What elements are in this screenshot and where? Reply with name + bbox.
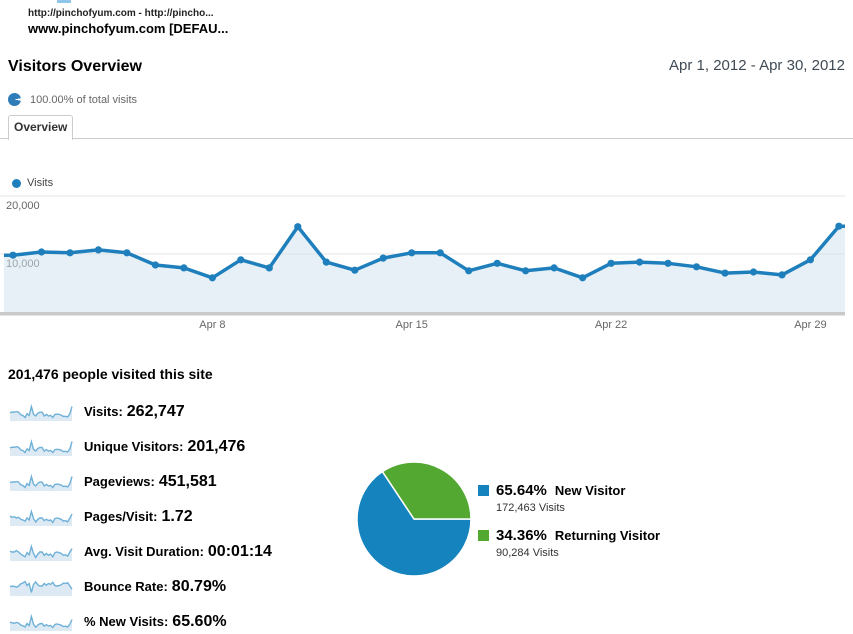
metric-label: Pages/Visit:	[84, 509, 158, 524]
svg-text:Apr 8: Apr 8	[199, 319, 225, 331]
segment-label: 100.00% of total visits	[30, 93, 138, 106]
metric-label: Bounce Rate:	[84, 579, 168, 594]
new-visitor-percent: 65.64%	[496, 482, 547, 499]
cropped-toolbar-fragment	[57, 0, 71, 3]
visitors-headline: 201,476 people visited this site	[8, 366, 213, 382]
unique-visitors-sparkline	[9, 438, 73, 456]
avg-visit-duration-sparkline	[9, 543, 73, 561]
svg-text:Apr 22: Apr 22	[595, 319, 627, 331]
metric-row-bounce-rate: Bounce Rate: 80.79%	[8, 578, 226, 596]
metric-value: 80.79%	[171, 578, 227, 595]
pie-legend-row-new-visitor: 65.64% New Visitor 172,463 Visits	[478, 482, 848, 514]
tab-bar-divider	[0, 138, 853, 139]
metric-value: 451,581	[158, 473, 217, 490]
breadcrumb-account-path[interactable]: http://pinchofyum.com - http://pincho...	[28, 8, 214, 19]
metric-value: 00:01:14	[207, 543, 272, 560]
metric-row-unique-visitors: Unique Visitors: 201,476	[8, 438, 245, 456]
returning-visitor-percent: 34.36%	[496, 527, 547, 544]
metric-label: Visits:	[84, 404, 123, 419]
metric-row-avg-visit-duration: Avg. Visit Duration: 00:01:14	[8, 543, 272, 561]
chart-legend: Visits	[12, 177, 53, 189]
metric-row-percent-new-visits: % New Visits: 65.60%	[8, 613, 227, 631]
pie-legend-row-returning-visitor: 34.36% Returning Visitor 90,284 Visits	[478, 527, 848, 559]
bounce-rate-sparkline	[9, 580, 73, 596]
metric-value: 65.60%	[172, 613, 227, 630]
page-title: Visitors Overview	[8, 58, 142, 75]
metric-value: 262,747	[126, 403, 185, 420]
metric-label: Unique Visitors:	[84, 439, 184, 454]
segment-summary: 100.00% of total visits	[8, 93, 137, 106]
pageviews-sparkline	[9, 473, 73, 491]
metric-row-pages-per-visit: Pages/Visit: 1.72	[8, 508, 193, 526]
metric-value: 201,476	[187, 438, 246, 455]
svg-text:Apr 15: Apr 15	[395, 319, 427, 331]
breadcrumb-profile-name[interactable]: www.pinchofyum.com [DEFAU...	[28, 21, 229, 36]
new-visitor-swatch-icon	[478, 485, 489, 496]
new-visitor-visits: 172,463 Visits	[496, 502, 565, 514]
metric-value: 1.72	[161, 508, 193, 525]
visits-legend-label: Visits	[27, 177, 54, 189]
pages-per-visit-sparkline	[9, 508, 73, 526]
segment-pie-icon	[8, 93, 21, 106]
percent-new-visits-sparkline	[9, 613, 73, 631]
svg-text:20,000: 20,000	[6, 200, 40, 212]
pie-legend: 65.64% New Visitor 172,463 Visits 34.36%…	[478, 482, 848, 572]
metric-label: Pageviews:	[84, 474, 155, 489]
metric-row-visits: Visits: 262,747	[8, 403, 185, 421]
visitor-type-pie-chart	[356, 461, 472, 577]
visits-sparkline	[9, 403, 73, 421]
returning-visitor-swatch-icon	[478, 530, 489, 541]
metric-row-pageviews: Pageviews: 451,581	[8, 473, 217, 491]
visits-legend-dot-icon	[12, 178, 21, 188]
returning-visitor-visits: 90,284 Visits	[496, 547, 559, 559]
svg-text:Apr 29: Apr 29	[794, 319, 826, 331]
new-visitor-label: New Visitor	[554, 483, 626, 498]
returning-visitor-label: Returning Visitor	[554, 528, 661, 543]
tab-overview[interactable]: Overview	[8, 115, 74, 140]
metric-label: Avg. Visit Duration:	[84, 544, 204, 559]
metric-label: % New Visits:	[84, 614, 169, 629]
date-range-selector[interactable]: Apr 1, 2012 - Apr 30, 2012	[669, 57, 845, 74]
